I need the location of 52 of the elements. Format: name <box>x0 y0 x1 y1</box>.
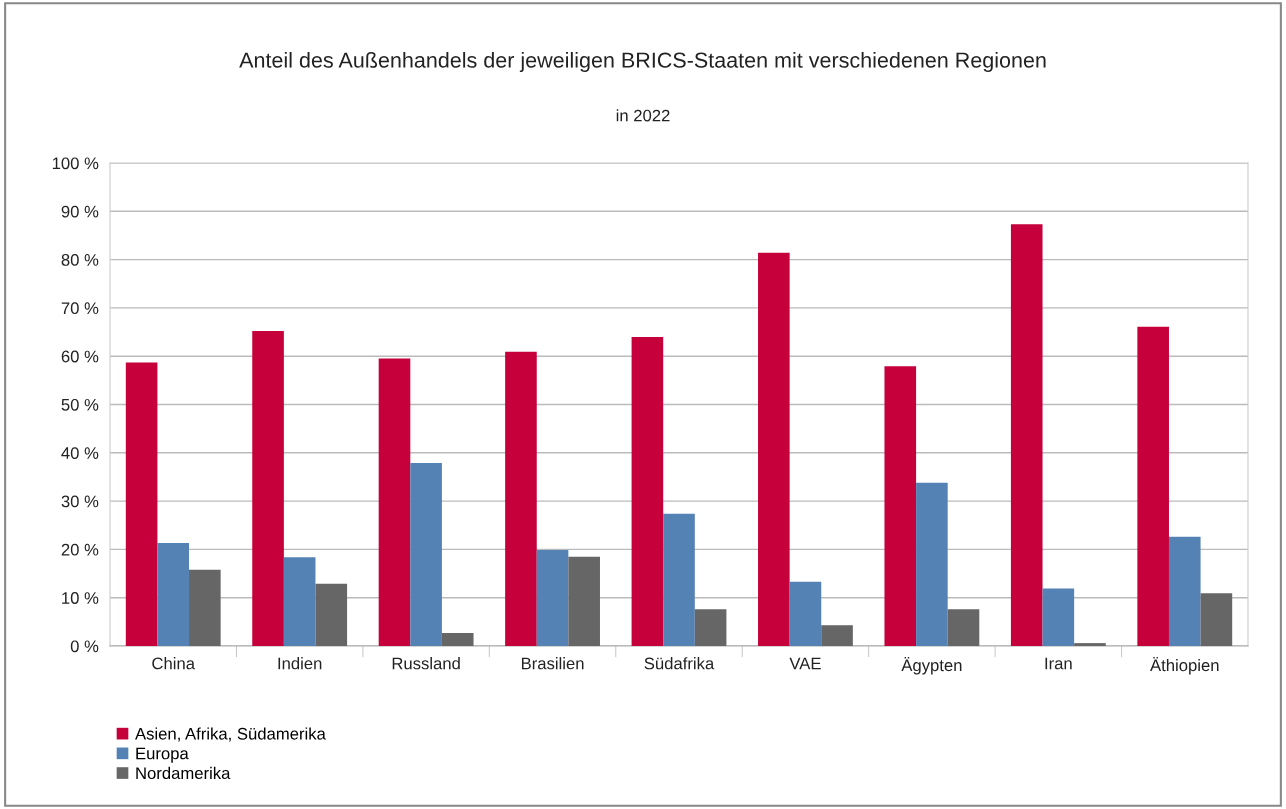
bar <box>441 632 474 646</box>
bar <box>315 583 348 646</box>
y-tick-label: 100 % <box>52 157 99 170</box>
y-tick-label: 70 % <box>61 302 99 315</box>
y-tick-label: 90 % <box>61 205 99 218</box>
x-tick-label: Ägypten <box>901 657 962 675</box>
bar <box>568 556 600 646</box>
bar <box>1137 326 1169 646</box>
x-tick-label: VAE <box>789 657 821 670</box>
y-tick-label: 80 % <box>61 254 99 266</box>
bar <box>252 331 284 646</box>
bar <box>884 366 917 646</box>
x-tick-label: Südafrika <box>644 657 715 670</box>
bar <box>821 625 853 646</box>
y-tick-label: 20 % <box>61 543 99 556</box>
bar <box>125 362 158 646</box>
y-tick-label: 50 % <box>61 398 99 411</box>
y-tick-label: 60 % <box>61 350 99 363</box>
bar <box>1074 643 1106 646</box>
bar <box>283 557 316 646</box>
bar <box>916 482 948 646</box>
x-tick-label: Brasilien <box>521 657 584 670</box>
bar <box>947 609 980 646</box>
y-tick-label: 30 % <box>61 495 99 508</box>
bar <box>189 569 221 646</box>
bar <box>536 549 569 646</box>
bar <box>1042 588 1075 646</box>
y-tick-label: 0 % <box>70 640 99 653</box>
y-tick-label: 40 % <box>61 447 99 459</box>
x-tick-label: Äthiopien <box>1150 657 1219 675</box>
bar <box>505 351 537 646</box>
legend-label: Asien, Afrika, Südamerika <box>135 727 326 742</box>
bar <box>789 581 822 646</box>
bar <box>157 543 190 646</box>
x-tick-label: Iran <box>1045 657 1072 670</box>
y-tick-label: 10 % <box>62 592 99 604</box>
bar <box>758 252 790 646</box>
bar <box>1168 536 1201 646</box>
legend-label: Nordamerika <box>136 766 231 780</box>
x-tick-label: China <box>152 657 195 670</box>
bar <box>663 513 695 646</box>
chart-title: Anteil des Außenhandels der jeweiligen BRICS-Staaten mit verschiedenen Regionen <box>239 51 1046 73</box>
chart-subtitle: in 2022 <box>616 109 670 122</box>
bar <box>694 609 727 646</box>
x-tick-label: Russland <box>392 657 460 670</box>
x-tick-label: Indien <box>278 657 322 670</box>
bar <box>1200 593 1233 646</box>
legend-label: Europa <box>136 747 189 763</box>
bar <box>631 336 664 646</box>
bar <box>410 462 442 646</box>
bar <box>378 358 411 646</box>
bar <box>1010 224 1043 646</box>
